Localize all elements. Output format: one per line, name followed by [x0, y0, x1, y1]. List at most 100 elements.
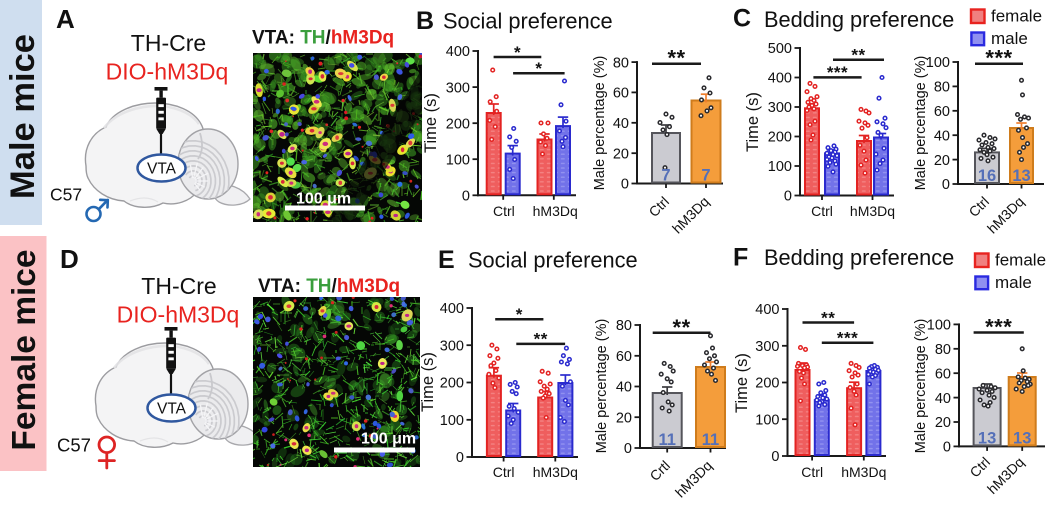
svg-text:7: 7: [661, 167, 670, 185]
svg-text:100: 100: [926, 55, 950, 71]
svg-text:hM3Dq: hM3Dq: [841, 464, 886, 480]
svg-text:Time (s): Time (s): [744, 92, 762, 152]
svg-text:B: B: [416, 7, 434, 35]
svg-text:80: 80: [935, 342, 951, 358]
svg-text:F: F: [733, 244, 748, 272]
svg-text:0: 0: [624, 441, 632, 457]
svg-text:100: 100: [927, 318, 951, 334]
svg-text:13: 13: [1012, 167, 1030, 185]
svg-text:100: 100: [768, 159, 792, 175]
svg-text:hM3Dq: hM3Dq: [533, 464, 578, 480]
svg-text:0: 0: [784, 189, 792, 205]
svg-text:Ctrl: Ctrl: [811, 203, 833, 219]
svg-text:500: 500: [768, 41, 792, 57]
svg-text:40: 40: [613, 116, 629, 132]
svg-text:13: 13: [978, 429, 996, 447]
svg-text:60: 60: [616, 349, 632, 365]
svg-text:***: ***: [827, 63, 848, 82]
svg-text:***: ***: [985, 46, 1012, 71]
svg-text:DIO-hM3Dq: DIO-hM3Dq: [117, 302, 240, 328]
svg-text:100 μm: 100 μm: [361, 431, 416, 448]
svg-text:80: 80: [616, 318, 632, 334]
svg-text:20: 20: [613, 146, 629, 162]
svg-text:0: 0: [942, 177, 950, 193]
svg-text:*: *: [516, 305, 523, 324]
svg-text:40: 40: [616, 380, 632, 396]
svg-text:VTA: TH/hM3Dq: VTA: TH/hM3Dq: [258, 276, 400, 297]
svg-text:Male percentage (%): Male percentage (%): [594, 319, 610, 454]
svg-text:200: 200: [768, 130, 792, 146]
svg-text:female: female: [991, 7, 1042, 26]
svg-text:Ctrl: Ctrl: [493, 203, 515, 219]
svg-text:**: **: [667, 46, 685, 71]
svg-text:20: 20: [935, 415, 951, 431]
svg-text:Social preference: Social preference: [468, 248, 638, 273]
svg-text:300: 300: [768, 100, 792, 116]
svg-text:Time (s): Time (s): [733, 353, 751, 413]
svg-text:VTA: VTA: [147, 160, 177, 177]
svg-text:400: 400: [440, 301, 464, 317]
svg-text:Male mice: Male mice: [4, 34, 42, 199]
svg-text:0: 0: [621, 177, 629, 193]
svg-text:**: **: [534, 330, 548, 349]
svg-text:male: male: [995, 273, 1032, 292]
svg-text:11: 11: [702, 431, 719, 449]
svg-text:200: 200: [440, 376, 464, 392]
svg-text:C57: C57: [57, 435, 91, 456]
svg-text:400: 400: [768, 71, 792, 87]
svg-text:0: 0: [456, 450, 464, 466]
svg-text:80: 80: [613, 55, 629, 71]
svg-text:*: *: [514, 43, 521, 62]
svg-text:VTA: VTA: [157, 400, 187, 417]
svg-text:**: **: [851, 46, 865, 65]
svg-text:C: C: [733, 5, 751, 33]
svg-text:Male percentage (%): Male percentage (%): [913, 319, 929, 454]
svg-text:100 μm: 100 μm: [296, 191, 351, 208]
svg-text:0: 0: [943, 440, 951, 456]
svg-text:TH-Cre: TH-Cre: [131, 30, 206, 56]
svg-text:40: 40: [935, 391, 951, 407]
svg-text:hM3Dq: hM3Dq: [533, 203, 578, 219]
svg-text:Female mice: Female mice: [6, 249, 43, 450]
svg-text:VTA: TH/hM3Dq: VTA: TH/hM3Dq: [252, 28, 394, 49]
svg-text:Social preference: Social preference: [443, 9, 613, 34]
svg-text:Ctrl: Ctrl: [493, 464, 515, 480]
svg-text:DIO-hM3Dq: DIO-hM3Dq: [106, 59, 229, 85]
svg-text:60: 60: [935, 366, 951, 382]
svg-text:400: 400: [446, 44, 470, 60]
svg-text:hM3Dq: hM3Dq: [850, 203, 895, 219]
svg-text:Bedding preference: Bedding preference: [764, 245, 954, 270]
svg-text:*: *: [535, 59, 542, 78]
svg-text:11: 11: [658, 431, 675, 449]
svg-text:***: ***: [985, 315, 1012, 340]
svg-text:20: 20: [616, 410, 632, 426]
svg-text:300: 300: [446, 80, 470, 96]
svg-text:100: 100: [446, 152, 470, 168]
svg-text:300: 300: [755, 339, 779, 355]
svg-text:16: 16: [978, 167, 996, 185]
svg-text:80: 80: [934, 80, 950, 96]
svg-text:C57: C57: [50, 185, 82, 205]
svg-text:7: 7: [701, 167, 710, 185]
svg-text:60: 60: [934, 104, 950, 120]
svg-text:0: 0: [462, 189, 470, 205]
svg-text:Time (s): Time (s): [419, 352, 437, 412]
svg-text:400: 400: [755, 302, 779, 318]
svg-text:**: **: [673, 315, 691, 340]
svg-text:Male percentage (%): Male percentage (%): [592, 56, 608, 191]
svg-text:female: female: [995, 251, 1046, 270]
svg-text:Ctrl: Ctrl: [801, 464, 823, 480]
svg-text:TH-Cre: TH-Cre: [141, 273, 216, 299]
svg-text:Bedding preference: Bedding preference: [764, 7, 954, 32]
svg-text:13: 13: [1013, 429, 1031, 447]
svg-text:Male percentage (%): Male percentage (%): [913, 56, 929, 191]
svg-text:Time (s): Time (s): [422, 93, 440, 153]
svg-text:200: 200: [755, 376, 779, 392]
svg-text:60: 60: [613, 86, 629, 102]
svg-text:100: 100: [755, 412, 779, 428]
svg-text:200: 200: [446, 116, 470, 132]
svg-text:D: D: [60, 244, 79, 274]
svg-text:40: 40: [934, 128, 950, 144]
svg-text:300: 300: [440, 338, 464, 354]
svg-text:100: 100: [440, 413, 464, 429]
